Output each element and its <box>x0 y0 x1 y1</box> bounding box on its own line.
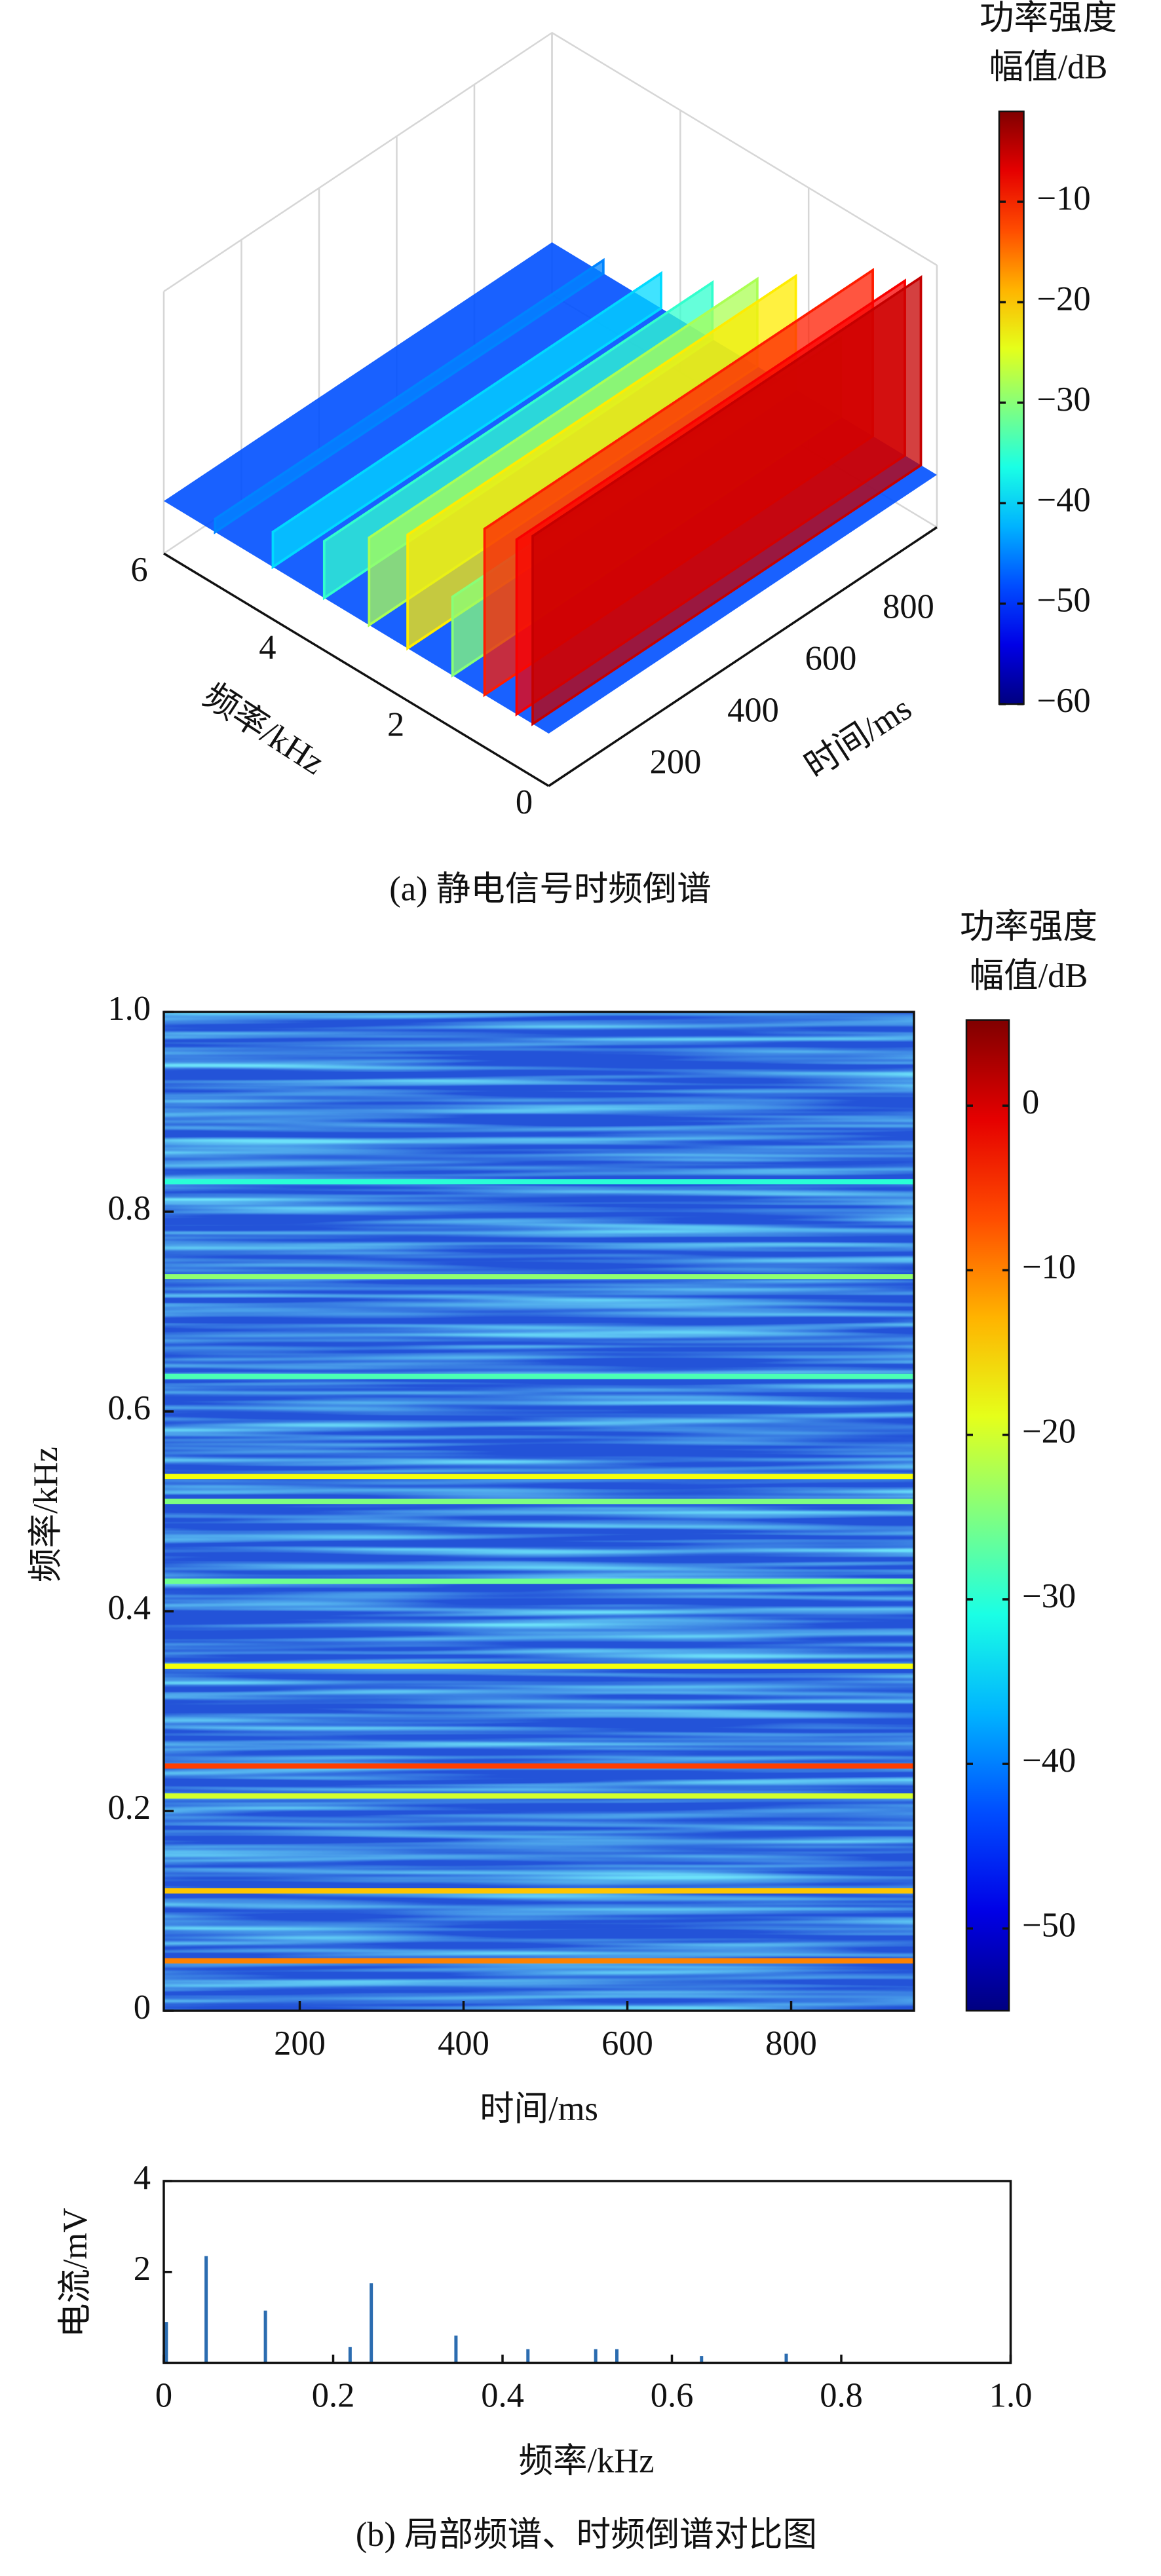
y-tick-label: 2 <box>134 2250 151 2288</box>
y-axis-label: 频率/kHz <box>27 1447 65 1582</box>
frequency-band <box>164 1274 914 1280</box>
frequency-band <box>164 1179 914 1185</box>
x-axis-label: 时间/ms <box>798 689 918 785</box>
y-tick-label: 0 <box>134 1988 151 2026</box>
x-tick-label: 600 <box>805 640 857 678</box>
x-tick-label: 0.4 <box>481 2377 524 2415</box>
box-edge <box>551 31 938 267</box>
frequency-band <box>164 1578 914 1584</box>
colorbar-tick-label: −20 <box>1037 280 1091 318</box>
x-axis <box>548 526 938 787</box>
x-tick-label: 800 <box>765 2025 817 2063</box>
x-tick-label: 600 <box>601 2025 653 2063</box>
x-tick-label: 400 <box>727 692 779 730</box>
heatmap-texture <box>164 1012 914 2011</box>
frequency-band <box>164 1474 914 1480</box>
frequency-band <box>164 1888 914 1894</box>
box-edge <box>163 31 553 293</box>
x-tick-label: 0.2 <box>312 2377 355 2415</box>
y-tick-label: 0.4 <box>107 1589 151 1627</box>
x-axis-label: 时间/ms <box>480 2090 598 2128</box>
colorbar-tick-label: −10 <box>1022 1248 1076 1286</box>
frequency-band <box>164 1763 914 1769</box>
colorbar-tick-label: −30 <box>1022 1577 1076 1615</box>
frequency-band <box>164 1793 914 1799</box>
caption: (a) 静电信号时频倒谱 <box>389 870 711 908</box>
y-tick-label: 0.6 <box>107 1389 151 1427</box>
colorbar-tick-label: −50 <box>1037 582 1091 620</box>
colorbar <box>998 110 1025 705</box>
ridge <box>531 275 923 726</box>
y-axis <box>163 552 550 787</box>
colorbar-tick-label: −40 <box>1022 1742 1076 1780</box>
colorbar-tick-label: −30 <box>1037 381 1091 419</box>
y-tick-label: 4 <box>259 628 276 666</box>
ridge <box>214 257 605 534</box>
colorbar-title: 幅值/dB <box>989 48 1108 86</box>
x-axis-label: 频率/kHz <box>518 2442 654 2480</box>
colorbar-tick-label: −40 <box>1037 481 1091 519</box>
frequency-band <box>164 1958 914 1964</box>
y-tick-label: 0.2 <box>107 1789 151 1827</box>
ridge <box>271 271 662 570</box>
plot-frame <box>162 1011 915 2012</box>
caption: (b) 局部频谱、时频倒谱对比图 <box>356 2516 817 2554</box>
y-tick-label: 0 <box>516 783 533 821</box>
colorbar-tick-label: −10 <box>1037 179 1091 217</box>
colorbar-title: 功率强度 <box>960 908 1097 946</box>
x-tick-label: 400 <box>438 2025 489 2063</box>
x-tick-label: 0 <box>155 2377 172 2415</box>
colorbar-tick-label: −50 <box>1022 1906 1076 1944</box>
y-tick-label: 6 <box>130 551 147 589</box>
x-tick-label: 0.6 <box>651 2377 694 2415</box>
frequency-band <box>164 1373 914 1379</box>
colorbar-title: 幅值/dB <box>970 957 1088 995</box>
x-tick-label: 1.0 <box>989 2377 1033 2415</box>
colorbar-tick-label: 0 <box>1022 1083 1039 1121</box>
colorbar-tick-label: −60 <box>1037 682 1091 720</box>
y-axis-label: 电流/mV <box>56 2208 94 2338</box>
y-axis-label: 频率/kHz <box>197 677 331 782</box>
y-tick-label: 2 <box>387 706 404 744</box>
colorbar-title: 功率强度 <box>980 0 1117 37</box>
x-tick-label: 0.8 <box>820 2377 863 2415</box>
y-tick-label: 4 <box>134 2159 151 2197</box>
x-tick-label: 200 <box>274 2025 326 2063</box>
frequency-band <box>164 1499 914 1504</box>
x-tick-label: 800 <box>883 588 934 626</box>
x-tick-label: 200 <box>650 743 702 781</box>
y-tick-label: 1.0 <box>107 990 151 1028</box>
frequency-band <box>164 1663 914 1669</box>
plot-frame <box>162 2180 1012 2364</box>
y-tick-label: 0.8 <box>107 1189 151 1227</box>
colorbar-tick-label: −20 <box>1022 1413 1076 1451</box>
colorbar <box>965 1019 1010 2012</box>
